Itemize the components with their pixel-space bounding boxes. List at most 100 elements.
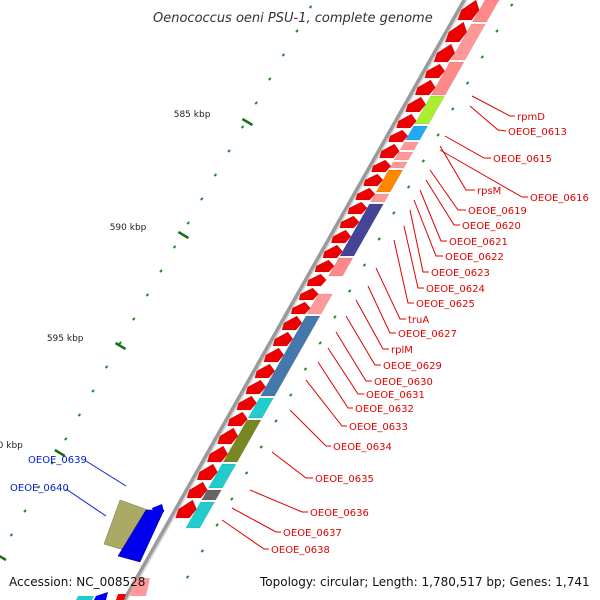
cds-forward-arrow — [347, 201, 368, 215]
cog-feature-band — [339, 203, 384, 257]
cds-forward-arrow — [245, 379, 267, 395]
gene-labels: rpmDOEOE_0613OEOE_0615rpsMOEOE_0616OEOE_… — [10, 95, 589, 556]
ruler-major-tick — [54, 448, 66, 458]
cds-forward-arrow — [355, 187, 376, 201]
cds-forward-arrow — [424, 63, 446, 79]
gene-label-oeoe-0623: OEOE_0623 — [431, 268, 490, 279]
cds-forward-arrow — [116, 594, 126, 600]
label-connector — [231, 507, 281, 533]
cog-feature-band — [370, 193, 390, 203]
cog-feature-band — [208, 463, 237, 489]
label-connector — [317, 361, 353, 409]
cds-forward-arrow — [272, 331, 294, 347]
label-connector — [439, 149, 528, 198]
label-connector — [249, 489, 308, 513]
gene-label-oeoe-0627: OEOE_0627 — [398, 329, 457, 340]
gene-label-oeoe-0639: OEOE_0639 — [28, 455, 87, 466]
gene-label-oeoe-0613: OEOE_0613 — [508, 127, 567, 138]
gene-label-oeoe-0625: OEOE_0625 — [416, 299, 475, 310]
cds-forward-arrow — [217, 427, 239, 445]
label-connector — [65, 488, 107, 517]
cds-forward-arrow — [298, 287, 319, 301]
label-connector — [289, 409, 331, 447]
cog-feature-band — [405, 125, 429, 141]
label-connector — [271, 451, 313, 479]
label-connector — [429, 169, 466, 211]
cog-feature-band — [450, 23, 486, 61]
cog-feature-band — [222, 419, 262, 463]
cds-forward-arrow — [371, 159, 392, 173]
gene-label-oeoe-0624: OEOE_0624 — [426, 284, 485, 295]
cog-feature-band — [247, 397, 274, 419]
ruler-major-tick — [177, 230, 190, 240]
gene-label-rpsm: rpsM — [477, 186, 501, 197]
cds-forward-arrow — [388, 129, 409, 143]
cds-forward-arrow — [206, 445, 229, 463]
cog-feature-band — [414, 95, 446, 125]
cog-feature-band — [472, 0, 500, 23]
cds-forward-arrow — [281, 315, 303, 331]
label-connector — [425, 179, 460, 226]
label-connector — [409, 209, 429, 273]
cog-feature-band — [399, 141, 419, 151]
label-connector — [469, 105, 507, 132]
gene-label-oeoe-0633: OEOE_0633 — [349, 422, 408, 433]
gene-label-oeoe-0619: OEOE_0619 — [468, 206, 527, 217]
cds-forward-arrow — [254, 363, 276, 379]
label-connector — [345, 315, 381, 366]
label-connector — [327, 347, 364, 395]
gene-label-oeoe-0620: OEOE_0620 — [462, 221, 521, 232]
map-title: Oenococcus oeni PSU-1, complete genome — [153, 11, 433, 26]
cds-forward-arrow — [379, 143, 400, 159]
cog-feature-band — [328, 257, 354, 277]
cds-forward-arrow — [290, 301, 311, 315]
label-connector — [444, 135, 491, 159]
cog-feature-band — [130, 578, 150, 596]
label-connector — [403, 225, 424, 289]
label-connector — [355, 299, 389, 350]
cog-feature-band — [389, 161, 408, 169]
ruler-tick-label: 585 kbp — [174, 110, 211, 120]
cds-forward-arrow — [322, 244, 343, 259]
gene-label-rplm: rplM — [391, 345, 413, 356]
label-connector — [413, 199, 443, 257]
cog-feature-band — [260, 315, 321, 397]
cog-feature-band — [185, 501, 215, 529]
ruler-major-tick — [0, 554, 7, 562]
cds-forward-arrow — [314, 259, 335, 273]
cds-forward-arrow — [405, 96, 427, 113]
cds-forward-arrow — [196, 463, 218, 481]
gene-label-oeoe-0622: OEOE_0622 — [445, 252, 504, 263]
gene-label-oeoe-0637: OEOE_0637 — [283, 528, 342, 539]
ruler-major-tick — [241, 117, 254, 127]
label-connector — [85, 460, 127, 487]
label-connector — [375, 267, 406, 320]
gene-label-trua: truA — [408, 315, 429, 326]
label-connector — [367, 285, 396, 334]
gene-label-oeoe-0632: OEOE_0632 — [355, 404, 414, 415]
cds-reverse-arrow — [152, 504, 164, 514]
gene-label-oeoe-0634: OEOE_0634 — [333, 442, 392, 453]
gene-label-oeoe-0640: OEOE_0640 — [10, 483, 69, 494]
gene-label-oeoe-0631: OEOE_0631 — [366, 390, 425, 401]
label-connector — [419, 189, 447, 242]
gene-label-oeoe-0638: OEOE_0638 — [271, 545, 330, 556]
cds-forward-arrow — [227, 411, 248, 427]
cds-forward-arrow — [414, 79, 436, 96]
cds-forward-arrow — [339, 215, 360, 229]
cds-forward-arrow — [433, 43, 456, 63]
backbone — [122, 0, 468, 600]
gene-label-oeoe-0630: OEOE_0630 — [374, 377, 433, 388]
cds-forward-arrow — [457, 0, 480, 21]
genome-summary-text: Topology: circular; Length: 1,780,517 bp… — [259, 575, 590, 589]
cds-forward-arrow — [186, 481, 208, 499]
ruler-tick-label: 600 kbp — [0, 441, 23, 451]
gene-label-oeoe-0629: OEOE_0629 — [383, 361, 442, 372]
cds-reverse-arrow — [76, 596, 94, 600]
cds-forward-arrow — [363, 173, 384, 187]
cds-forward-arrow — [306, 273, 327, 287]
label-connector — [221, 519, 269, 550]
cog-feature-band — [430, 61, 465, 96]
